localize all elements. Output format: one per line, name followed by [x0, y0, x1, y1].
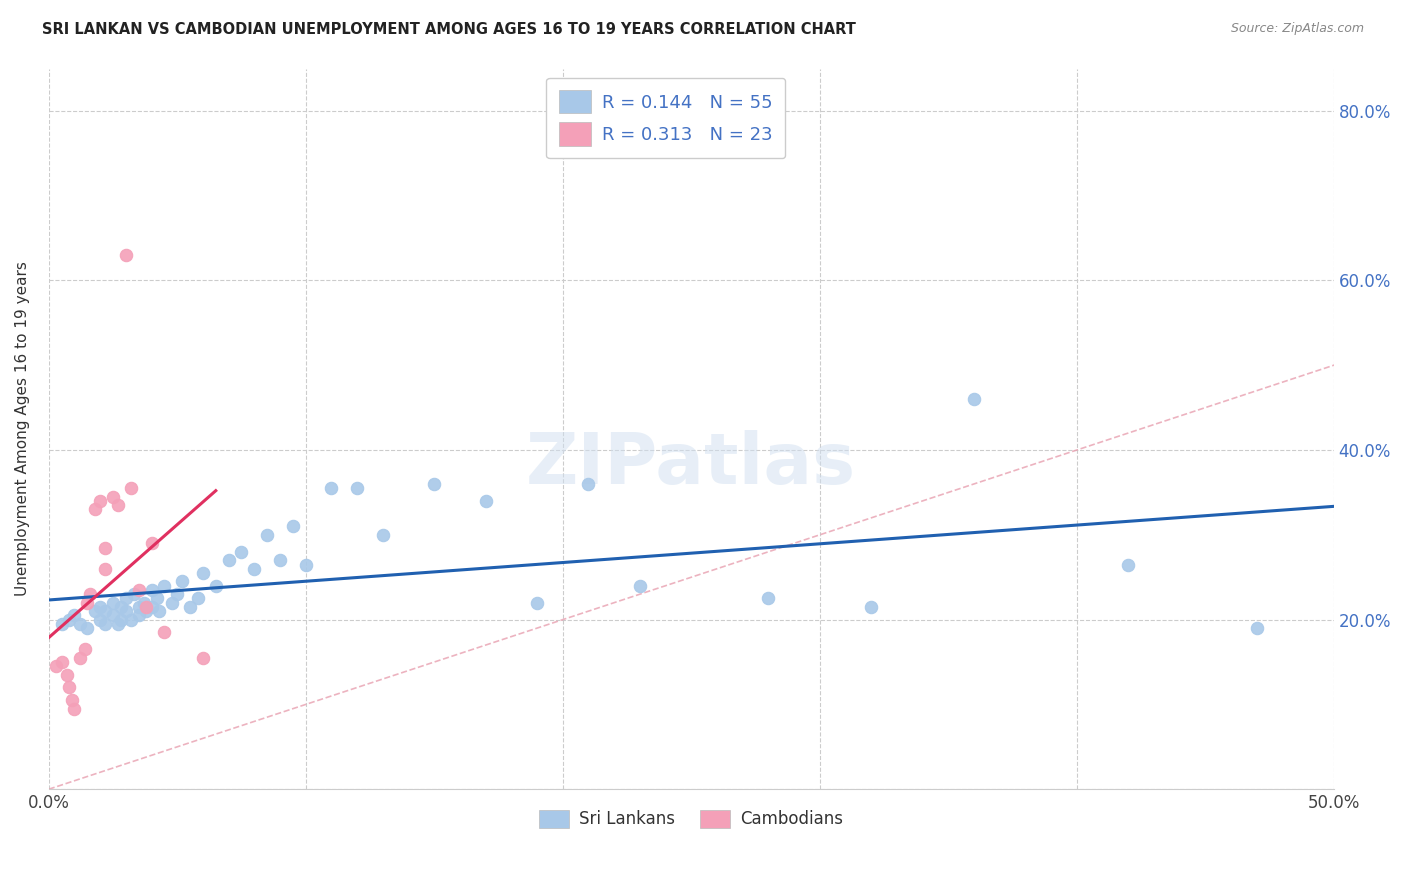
Point — [423, 477, 446, 491]
Point — [132, 596, 155, 610]
Point — [128, 608, 150, 623]
Point — [179, 599, 201, 614]
Point — [94, 562, 117, 576]
Point — [84, 604, 107, 618]
Point — [256, 528, 278, 542]
Point — [58, 681, 80, 695]
Point — [860, 599, 883, 614]
Point — [79, 587, 101, 601]
Point — [141, 599, 163, 614]
Point — [145, 591, 167, 606]
Point — [218, 553, 240, 567]
Point — [94, 541, 117, 555]
Point — [172, 574, 194, 589]
Point — [60, 693, 83, 707]
Point — [58, 613, 80, 627]
Point — [110, 599, 132, 614]
Point — [346, 481, 368, 495]
Point — [101, 490, 124, 504]
Point — [101, 608, 124, 623]
Legend: Sri Lankans, Cambodians: Sri Lankans, Cambodians — [533, 803, 849, 835]
Point — [69, 650, 91, 665]
Point — [135, 599, 157, 614]
Point — [231, 545, 253, 559]
Point — [63, 608, 86, 623]
Point — [69, 616, 91, 631]
Text: Source: ZipAtlas.com: Source: ZipAtlas.com — [1230, 22, 1364, 36]
Point — [141, 582, 163, 597]
Point — [51, 616, 73, 631]
Point — [135, 604, 157, 618]
Point — [128, 582, 150, 597]
Point — [110, 613, 132, 627]
Point — [371, 528, 394, 542]
Point — [526, 596, 548, 610]
Point — [187, 591, 209, 606]
Point — [115, 604, 138, 618]
Point — [128, 599, 150, 614]
Point — [1246, 621, 1268, 635]
Point — [963, 392, 986, 407]
Point — [45, 659, 67, 673]
Point — [120, 613, 142, 627]
Point — [115, 591, 138, 606]
Point — [628, 579, 651, 593]
Point — [141, 536, 163, 550]
Point — [294, 558, 316, 572]
Text: SRI LANKAN VS CAMBODIAN UNEMPLOYMENT AMONG AGES 16 TO 19 YEARS CORRELATION CHART: SRI LANKAN VS CAMBODIAN UNEMPLOYMENT AMO… — [42, 22, 856, 37]
Point — [115, 248, 138, 262]
Point — [76, 621, 98, 635]
Point — [89, 494, 111, 508]
Point — [281, 519, 304, 533]
Point — [148, 604, 170, 618]
Point — [63, 701, 86, 715]
Point — [51, 655, 73, 669]
Y-axis label: Unemployment Among Ages 16 to 19 years: Unemployment Among Ages 16 to 19 years — [15, 261, 30, 597]
Point — [120, 481, 142, 495]
Point — [84, 502, 107, 516]
Point — [160, 596, 183, 610]
Point — [166, 587, 188, 601]
Point — [269, 553, 291, 567]
Point — [73, 642, 96, 657]
Point — [153, 625, 176, 640]
Point — [89, 599, 111, 614]
Point — [474, 494, 496, 508]
Point — [191, 650, 214, 665]
Point — [89, 613, 111, 627]
Point — [576, 477, 599, 491]
Point — [94, 616, 117, 631]
Point — [153, 579, 176, 593]
Point — [107, 616, 129, 631]
Point — [756, 591, 779, 606]
Point — [122, 587, 145, 601]
Point — [107, 498, 129, 512]
Point — [76, 596, 98, 610]
Point — [101, 596, 124, 610]
Point — [243, 562, 266, 576]
Text: ZIPatlas: ZIPatlas — [526, 431, 856, 500]
Point — [55, 667, 77, 681]
Point — [204, 579, 226, 593]
Point — [191, 566, 214, 580]
Point — [321, 481, 343, 495]
Point — [94, 604, 117, 618]
Point — [1116, 558, 1139, 572]
